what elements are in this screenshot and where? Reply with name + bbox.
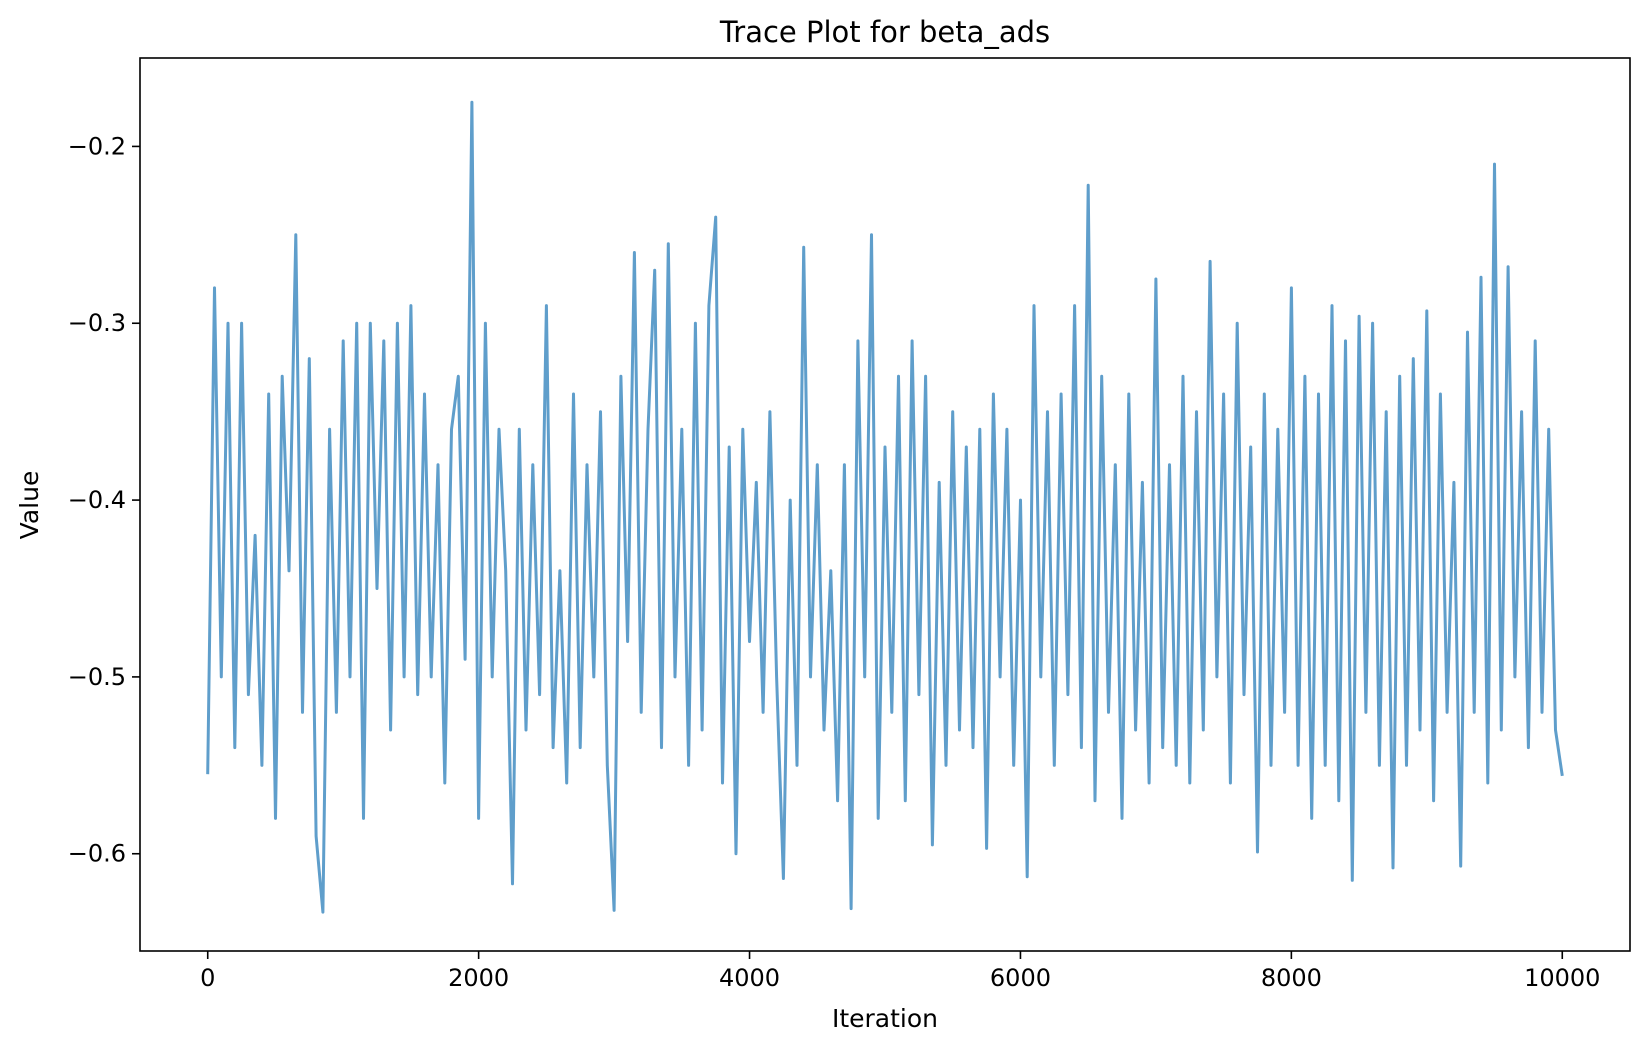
x-tick-label: 0 — [200, 964, 215, 992]
y-tick-label: −0.4 — [68, 486, 126, 514]
trace-line-series-0 — [206, 100, 1564, 914]
x-axis: 0 2000 4000 6000 8000 10000 — [200, 951, 1600, 992]
plot-frame — [139, 57, 1631, 952]
chart-title: Trace Plot for beta_ads — [719, 15, 1050, 49]
x-axis-label: Iteration — [832, 1004, 938, 1033]
y-tick-label: −0.2 — [68, 132, 126, 160]
x-tick-label: 6000 — [990, 964, 1051, 992]
y-tick-label: −0.5 — [68, 663, 126, 691]
series-layer — [206, 100, 1564, 914]
y-tick-label: −0.3 — [68, 309, 126, 337]
x-tick-label: 2000 — [448, 964, 509, 992]
y-tick-label: −0.6 — [68, 840, 126, 868]
y-axis: −0.6 −0.5 −0.4 −0.3 −0.2 — [68, 132, 140, 868]
plot-area — [139, 57, 1631, 952]
x-tick-label: 4000 — [719, 964, 780, 992]
y-axis-label: Value — [15, 471, 44, 540]
x-tick-label: 10000 — [1524, 964, 1600, 992]
x-tick-label: 8000 — [1261, 964, 1322, 992]
